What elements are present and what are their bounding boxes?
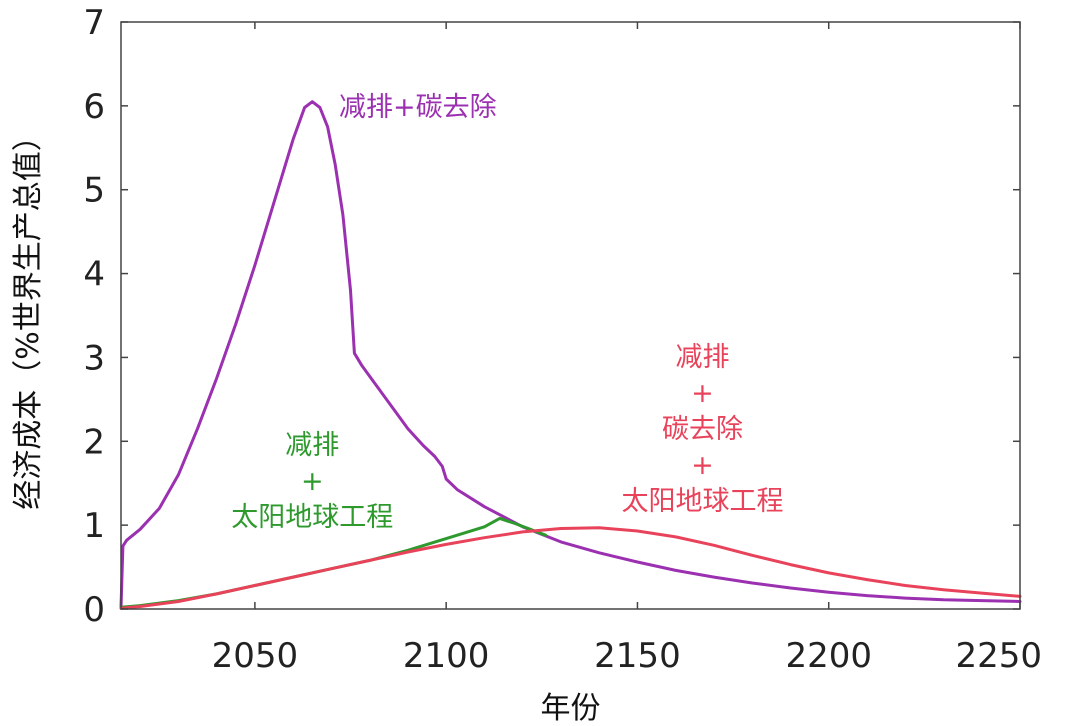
axis-ticks: 0 1 2 3 4 5 6 7 2050 2100 2150 2200 2250 bbox=[83, 3, 1042, 676]
plot-area-frame bbox=[120, 21, 1021, 610]
y-tick-label: 5 bbox=[83, 171, 105, 211]
annotation-text: 减排 bbox=[285, 430, 339, 461]
y-tick-label: 7 bbox=[83, 3, 105, 43]
series-line-3 bbox=[119, 526, 1022, 610]
x-tick-label: 2100 bbox=[403, 636, 490, 676]
x-tick-label: 2150 bbox=[594, 636, 681, 676]
annotation-text: 太阳地球工程 bbox=[231, 502, 393, 533]
annotation-text: 碳去除 bbox=[662, 414, 743, 445]
x-tick-label: 2050 bbox=[212, 636, 299, 676]
annotation-text: + bbox=[691, 450, 714, 481]
series-line-1 bbox=[119, 100, 1022, 609]
annotation-text: 太阳地球工程 bbox=[621, 486, 783, 517]
y-tick-label: 4 bbox=[83, 255, 105, 295]
x-tick-label: 2250 bbox=[955, 636, 1042, 676]
y-tick-label: 1 bbox=[83, 506, 105, 546]
annotation-text: 减排+碳去除 bbox=[339, 92, 497, 123]
series-layer bbox=[119, 100, 1022, 610]
x-tick-label: 2200 bbox=[785, 636, 872, 676]
annotation-text: 减排 bbox=[675, 342, 729, 373]
y-tick-label: 6 bbox=[83, 87, 105, 127]
y-tick-label: 0 bbox=[83, 590, 105, 630]
x-axis-label: 年份 bbox=[541, 691, 601, 726]
y-tick-label: 3 bbox=[83, 338, 105, 378]
annotation-text: + bbox=[301, 466, 324, 497]
y-axis-label: 经济成本（%世界生产总值） bbox=[11, 121, 46, 510]
annotation-text: + bbox=[691, 378, 714, 409]
y-tick-label: 2 bbox=[83, 422, 105, 462]
